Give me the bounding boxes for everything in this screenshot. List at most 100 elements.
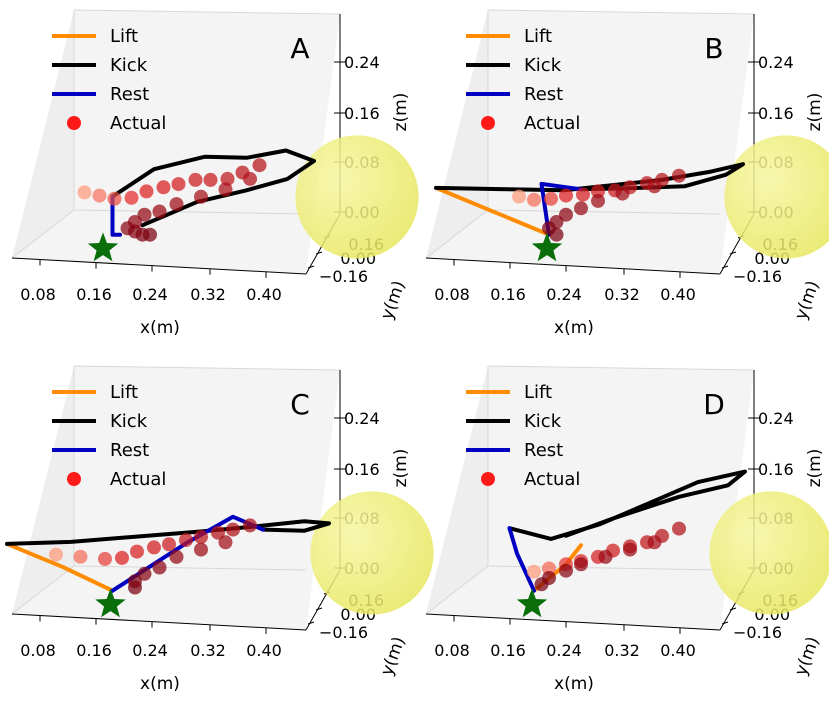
x-tick-label: 0.32 [604, 641, 640, 660]
x-axis-label: x(m) [140, 674, 180, 694]
x-axis-label: x(m) [554, 318, 594, 338]
legend-label: Actual [524, 469, 580, 490]
legend-label: Lift [110, 26, 138, 47]
actual-point [156, 180, 171, 195]
actual-point [171, 177, 186, 192]
pane-edge [487, 365, 755, 371]
actual-point [179, 533, 193, 548]
actual-point [92, 188, 107, 203]
actual-point [211, 525, 225, 540]
y-tick-label: −0.16 [319, 623, 368, 642]
actual-point [647, 535, 662, 550]
actual-point [512, 189, 526, 204]
actual-point [139, 184, 154, 199]
panel-B: 0.080.160.240.320.40x(m)0.160.00−0.16y(m… [425, 9, 829, 338]
x-tick-label: 0.08 [434, 285, 470, 304]
pane-edge [425, 209, 489, 259]
actual-point [598, 549, 613, 564]
actual-point [162, 537, 176, 552]
back-pane [426, 366, 754, 630]
actual-point [623, 542, 637, 557]
actual-point [137, 207, 152, 222]
start-marker [531, 232, 563, 262]
pane-edge [11, 209, 75, 259]
y-axis-label: y(m) [377, 278, 409, 322]
actual-point [169, 549, 184, 564]
start-marker [95, 588, 126, 618]
x-tick-label: 0.24 [546, 285, 582, 304]
actual-point [647, 179, 662, 194]
pane-edge [11, 565, 75, 615]
actual-point [218, 182, 233, 197]
legend-label: Rest [524, 84, 563, 105]
panel-letter: B [704, 32, 723, 65]
actual-point [152, 204, 167, 219]
x-axis-label: x(m) [554, 674, 594, 694]
z-axis-label: z(m) [391, 93, 411, 132]
actual-point [574, 557, 588, 572]
actual-point [49, 547, 63, 562]
z-tick-label: 0.24 [758, 409, 794, 428]
actual-point [559, 207, 573, 222]
x-tick-label: 0.24 [546, 641, 582, 660]
y-tick [307, 265, 315, 269]
actual-point [534, 577, 549, 592]
actual-point [194, 542, 208, 557]
actual-point [169, 197, 184, 212]
y-tick [729, 251, 737, 255]
left-pane [426, 366, 488, 614]
panel-C: 0.080.160.240.320.40x(m)0.160.00−0.16y(m… [5, 365, 434, 694]
actual-point [77, 185, 92, 200]
x-tick-label: 0.40 [246, 285, 282, 304]
actual-point [218, 535, 233, 550]
pane-edge [425, 565, 489, 615]
z-tick-label: 0.24 [758, 53, 794, 72]
lift-line [434, 185, 551, 237]
x-tick-label: 0.16 [76, 641, 112, 660]
pane-edge [73, 9, 341, 15]
actual-point [591, 193, 605, 208]
ball [709, 491, 829, 615]
ball [295, 135, 419, 259]
legend-dot [481, 472, 495, 486]
actual-point [559, 563, 573, 578]
x-axis-line [11, 257, 307, 275]
actual-point [544, 191, 558, 206]
panel-letter: A [290, 32, 309, 65]
actual-point [220, 171, 235, 186]
left-pane [426, 10, 488, 258]
actual-point [672, 521, 686, 536]
legend-label: Rest [110, 84, 149, 105]
x-axis-line [425, 613, 721, 631]
actual-point [527, 564, 541, 579]
y-tick [721, 265, 729, 269]
y-tick [315, 251, 323, 255]
actual-point [243, 171, 257, 186]
y-tick [307, 621, 315, 625]
rest-line [539, 181, 583, 237]
pane-edge [73, 365, 341, 371]
pane-edge [487, 209, 721, 215]
x-tick-label: 0.16 [490, 285, 526, 304]
legend-label: Kick [524, 411, 562, 432]
z-axis-label: z(m) [805, 93, 825, 132]
pane-edge [487, 565, 721, 571]
z-tick-label: 0.24 [344, 53, 380, 72]
x-tick-label: 0.40 [660, 285, 696, 304]
x-tick-label: 0.24 [132, 285, 168, 304]
actual-point [137, 566, 152, 581]
x-tick-label: 0.32 [190, 641, 226, 660]
ball [724, 135, 829, 259]
actual-point [188, 172, 203, 187]
actual-point [194, 529, 208, 544]
actual-point [107, 191, 122, 206]
y-tick-label: −0.16 [733, 623, 782, 642]
z-axis-label: z(m) [391, 449, 411, 488]
actual-point [128, 580, 142, 595]
ball [310, 491, 434, 615]
legend-label: Actual [524, 113, 580, 134]
actual-point [98, 551, 112, 566]
y-axis-label: y(m) [377, 634, 409, 678]
legend-label: Lift [524, 26, 552, 47]
legend-label: Kick [524, 55, 562, 76]
